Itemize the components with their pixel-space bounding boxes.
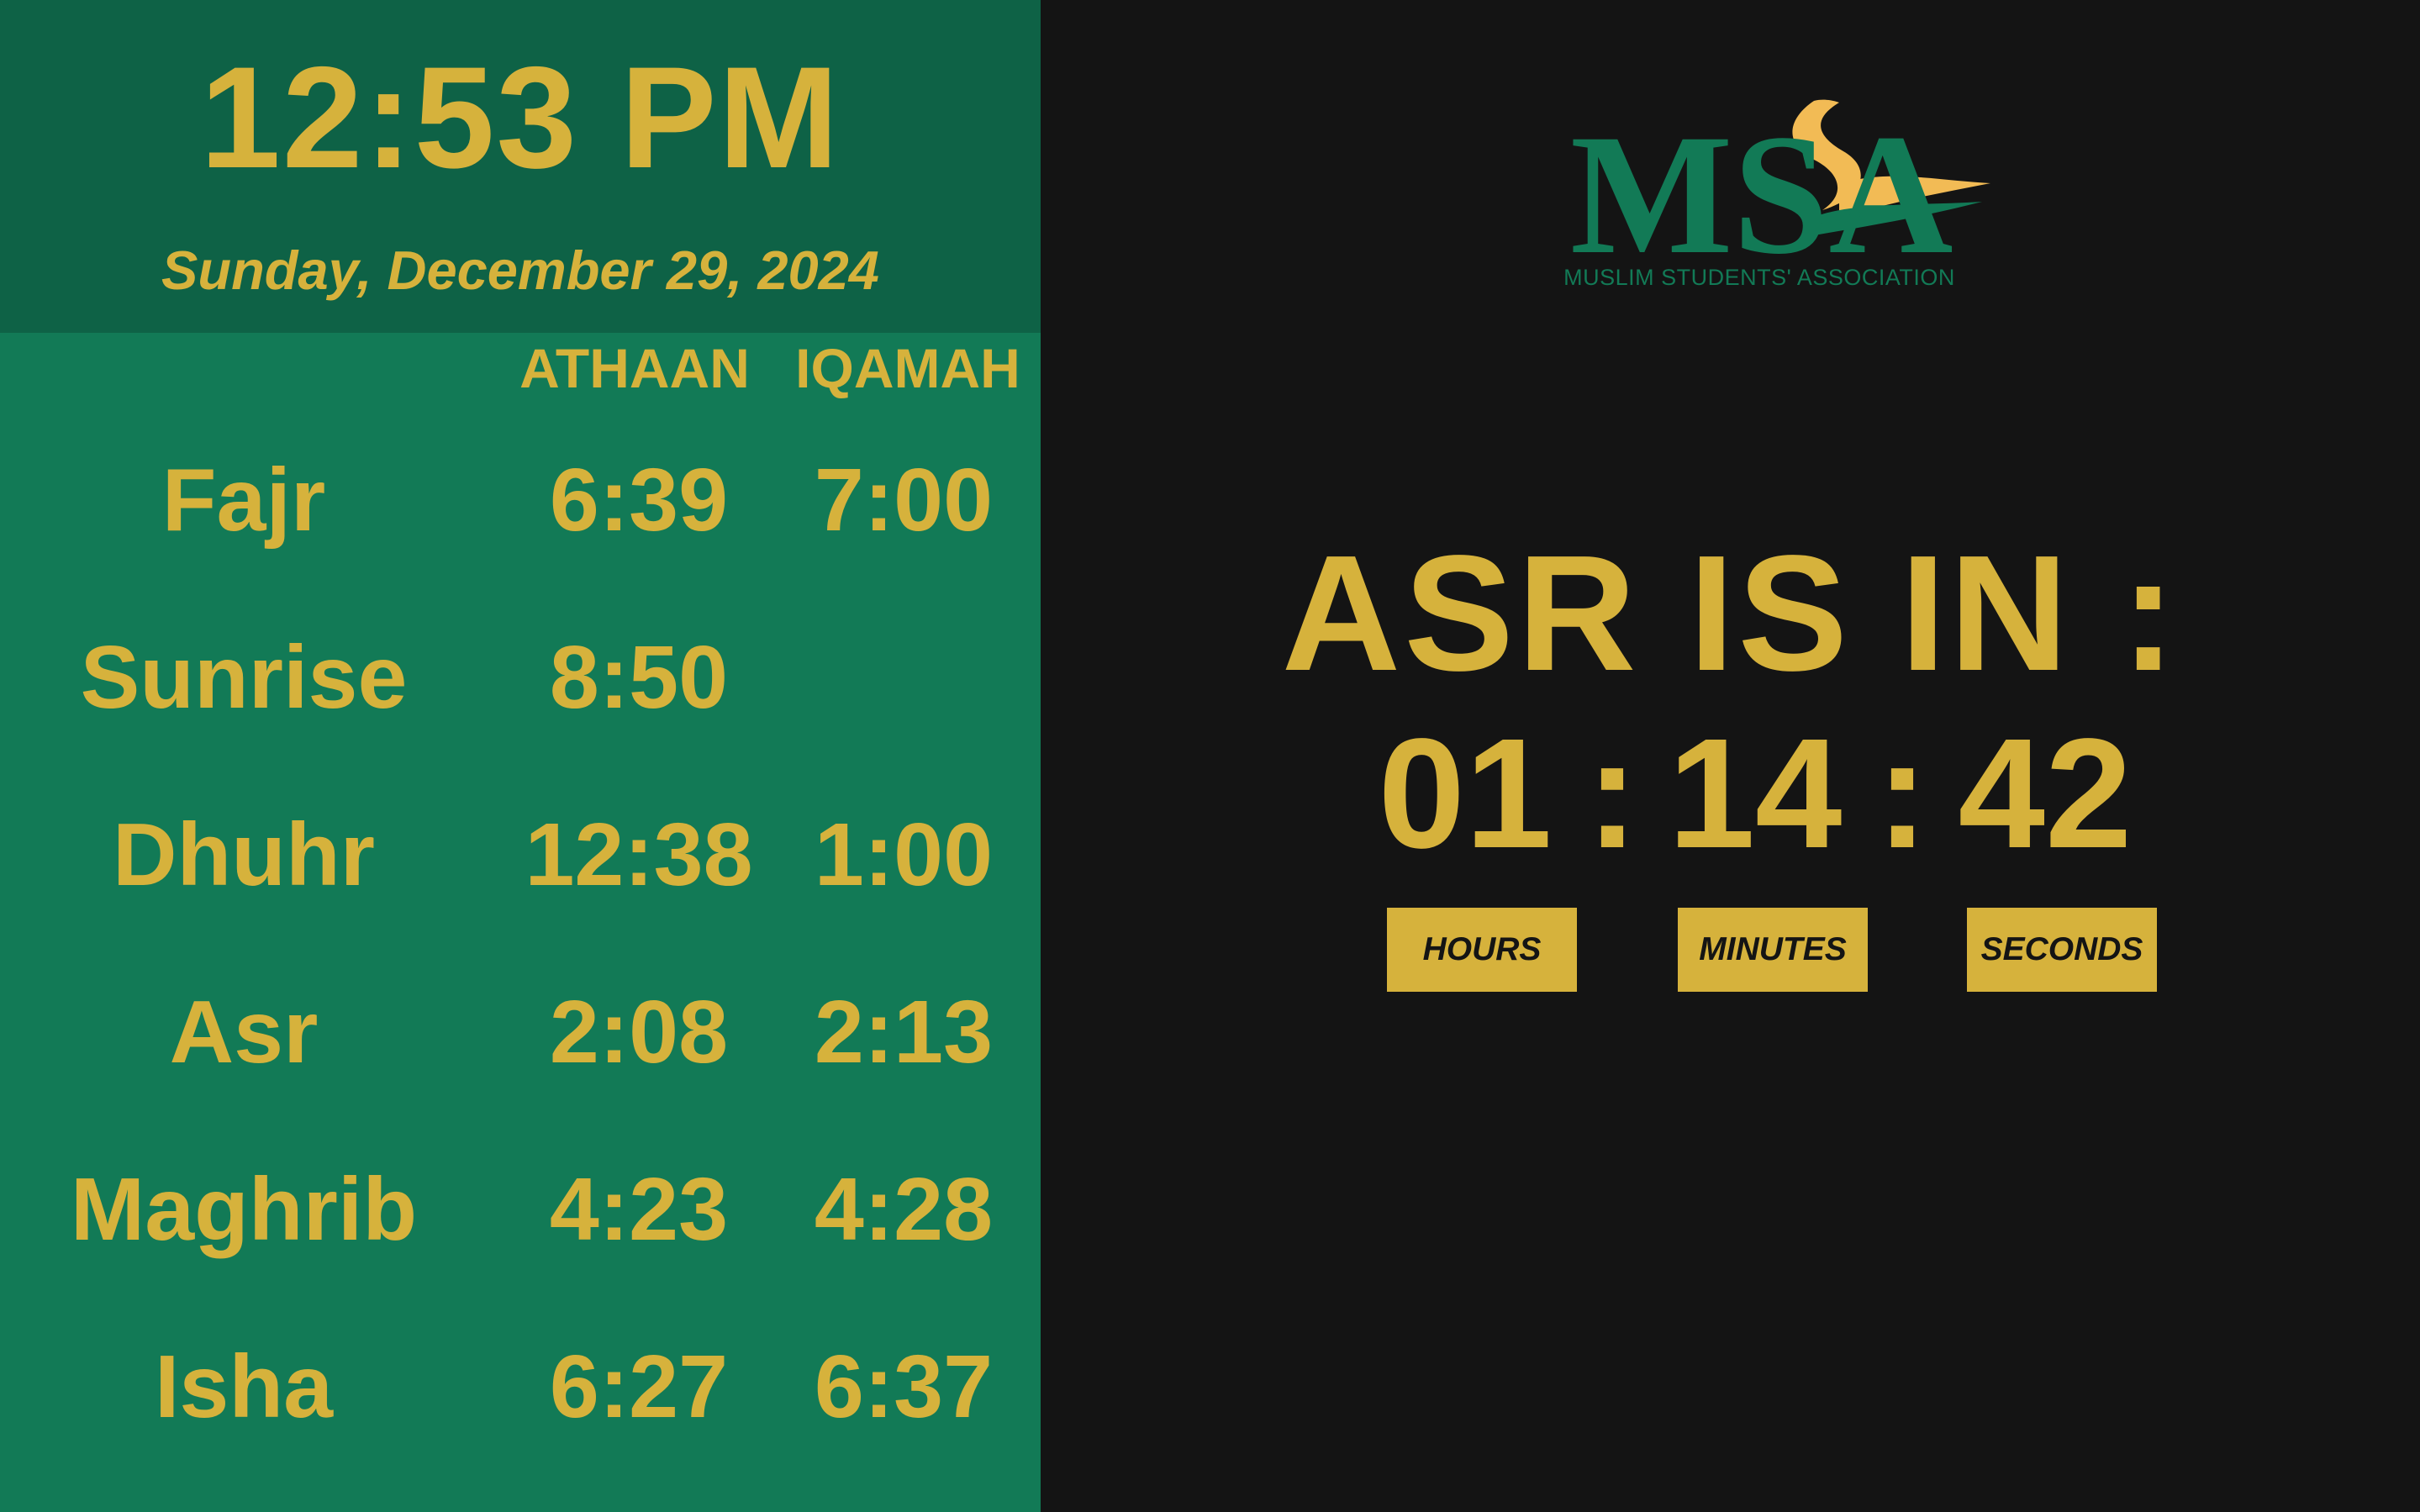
countdown-panel: MSA MUSLIM STUDENTS' ASSOCIATION ASR IS … <box>1041 0 2420 1512</box>
msa-logo: MSA MUSLIM STUDENTS' ASSOCIATION <box>1562 84 2007 303</box>
iqamah-column-header: IQAMAH <box>795 337 1020 399</box>
prayer-row-fajr: Fajr 6:39 7:00 <box>0 437 1041 563</box>
prayer-name: Fajr <box>161 450 326 550</box>
athaan-time: 6:27 <box>549 1337 729 1436</box>
countdown-separator: : <box>1586 707 1638 881</box>
current-date: Sunday, December 29, 2024 <box>161 240 879 301</box>
athaan-time: 8:50 <box>549 628 729 727</box>
athaan-time: 2:08 <box>549 983 729 1082</box>
iqamah-time: 7:00 <box>814 450 994 550</box>
msa-logo-text: MSA <box>1570 99 1953 261</box>
athaan-time: 4:23 <box>549 1160 729 1259</box>
iqamah-time: 2:13 <box>814 983 994 1082</box>
prayer-row-sunrise: Sunrise 8:50 <box>0 614 1041 740</box>
iqamah-time: 4:28 <box>814 1160 994 1259</box>
prayer-row-maghrib: Maghrib 4:23 4:28 <box>0 1146 1041 1272</box>
prayer-name: Asr <box>169 983 319 1082</box>
prayer-row-asr: Asr 2:08 2:13 <box>0 969 1041 1095</box>
prayer-row-dhuhr: Dhuhr 12:38 1:00 <box>0 792 1041 918</box>
prayer-name: Dhuhr <box>112 805 376 904</box>
hours-label: HOURS <box>1387 908 1577 992</box>
seconds-label: SECONDS <box>1967 908 2157 992</box>
minutes-label: MINUTES <box>1678 908 1868 992</box>
logo-caption: MUSLIM STUDENTS' ASSOCIATION <box>1563 265 1955 290</box>
next-prayer-title: ASR IS IN : <box>1281 521 2180 705</box>
msa-logo-mark: MSA <box>1570 99 1990 290</box>
athaan-time: 12:38 <box>525 805 753 904</box>
prayer-row-isha: Isha 6:27 6:37 <box>0 1324 1041 1450</box>
prayer-schedule-panel: 12:53 PM Sunday, December 29, 2024 ATHAA… <box>0 0 1041 1512</box>
prayer-name: Maghrib <box>70 1160 418 1259</box>
countdown-minutes: 14 <box>1668 707 1843 881</box>
countdown-seconds: 42 <box>1958 707 2133 881</box>
clock-header: 12:53 PM Sunday, December 29, 2024 <box>0 0 1041 333</box>
iqamah-time: 1:00 <box>814 805 994 904</box>
current-time: 12:53 PM <box>200 37 841 198</box>
countdown-hours: 01 <box>1378 707 1553 881</box>
prayer-name: Isha <box>154 1337 334 1436</box>
athaan-column-header: ATHAAN <box>519 337 750 399</box>
iqamah-time: 6:37 <box>814 1337 994 1436</box>
countdown-separator: : <box>1876 707 1928 881</box>
prayer-name: Sunrise <box>80 628 408 727</box>
athaan-time: 6:39 <box>549 450 729 550</box>
